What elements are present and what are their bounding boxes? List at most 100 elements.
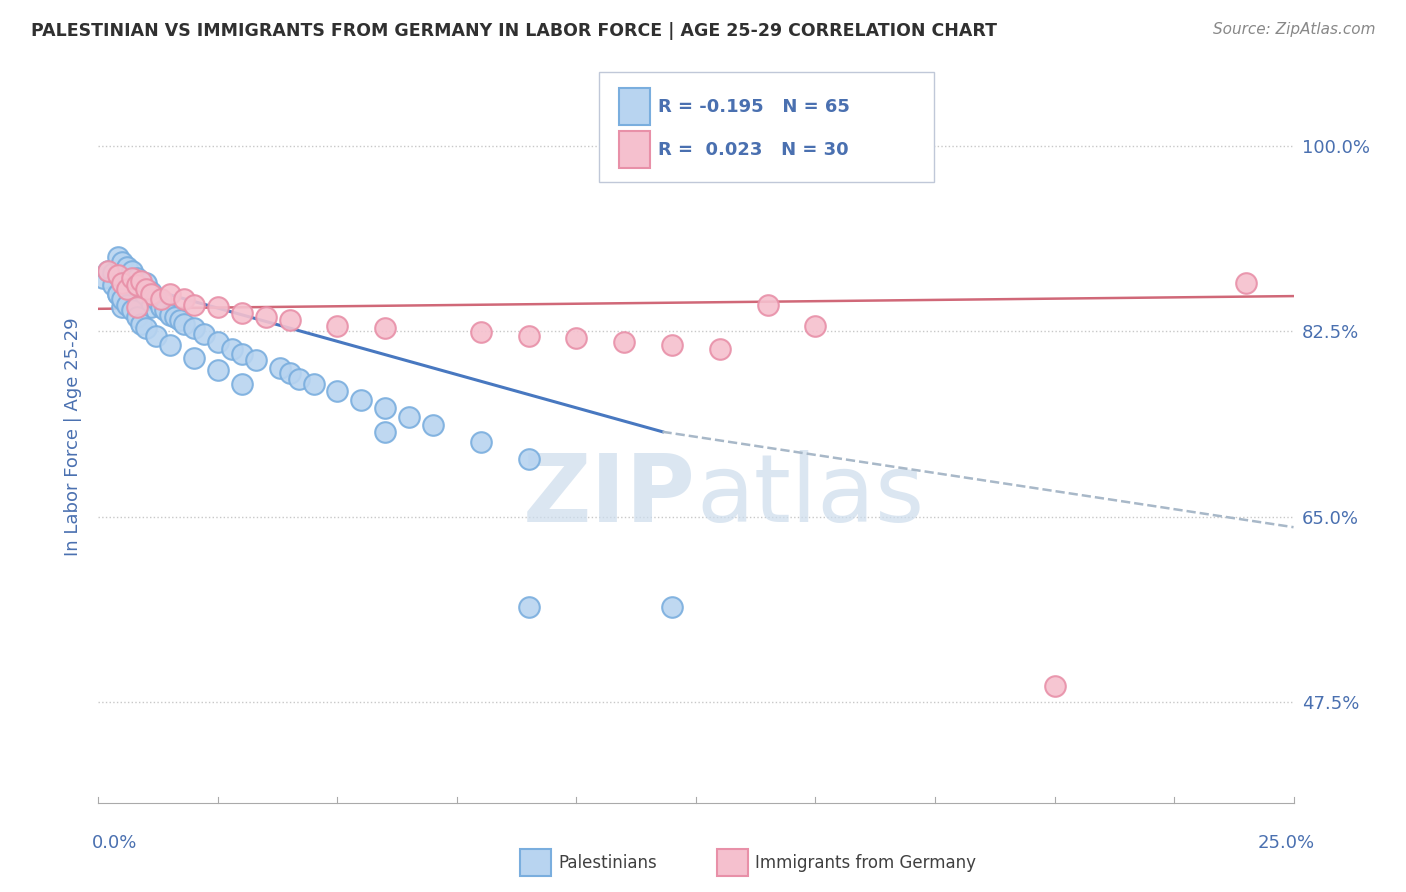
Point [183,351,205,365]
Point [159,338,181,352]
Point [107,268,129,282]
Point [115,282,138,296]
Point [155,302,177,317]
Point [97,263,120,277]
Point [221,342,243,356]
Point [169,313,191,327]
Point [350,392,373,407]
Point [111,293,134,307]
Point [207,363,229,377]
Text: Source: ZipAtlas.com: Source: ZipAtlas.com [1212,22,1375,37]
Point [111,277,134,291]
Point [125,300,148,314]
Point [183,321,205,335]
Point [145,329,167,343]
Point [756,297,779,311]
Point [565,331,588,345]
Text: PALESTINIAN VS IMMIGRANTS FROM GERMANY IN LABOR FORCE | AGE 25-29 CORRELATION CH: PALESTINIAN VS IMMIGRANTS FROM GERMANY I… [31,22,997,40]
Point [135,282,157,296]
Point [269,361,291,376]
Text: ZIP: ZIP [523,450,696,541]
Point [398,409,420,424]
Point [91,271,114,285]
Point [139,287,162,301]
Point [207,300,229,314]
Point [125,278,148,293]
Point [804,318,827,333]
Text: atlas: atlas [696,450,924,541]
Point [107,250,129,264]
Point [183,297,205,311]
Point [139,285,162,299]
Point [101,278,124,293]
Point [135,277,157,291]
Text: R = -0.195   N = 65: R = -0.195 N = 65 [658,97,849,116]
Point [115,297,138,311]
Point [302,377,325,392]
Point [173,317,195,331]
Point [107,287,129,301]
Point [121,278,143,293]
Point [149,300,172,314]
Point [149,293,172,307]
Point [159,287,181,301]
Point [131,278,153,293]
Point [288,372,311,386]
Text: 25.0%: 25.0% [1257,834,1315,852]
Point [125,310,148,325]
Point [661,599,683,614]
Point [145,293,167,307]
Point [111,285,134,299]
Point [121,263,143,277]
Y-axis label: In Labor Force | Age 25-29: In Labor Force | Age 25-29 [63,318,82,557]
Point [131,295,153,310]
Point [517,329,540,343]
Text: R =  0.023   N = 30: R = 0.023 N = 30 [658,141,849,159]
Text: Palestinians: Palestinians [558,854,657,871]
Point [115,277,138,291]
Point [159,308,181,322]
Point [326,318,349,333]
Point [374,321,396,335]
Point [1234,277,1257,291]
Point [111,300,134,314]
Text: 0.0%: 0.0% [91,834,136,852]
Point [139,300,162,314]
Point [173,293,195,307]
Point [517,452,540,467]
Point [135,293,157,307]
Point [125,271,148,285]
Point [374,401,396,416]
Point [517,599,540,614]
Point [121,295,143,310]
Point [97,263,120,277]
Point [101,266,124,280]
Point [278,367,301,381]
Point [131,317,153,331]
Point [661,338,683,352]
Point [125,300,148,314]
Point [470,325,492,339]
Point [193,327,215,342]
Point [111,271,134,285]
Point [245,352,267,367]
Point [326,384,349,399]
Point [107,268,129,282]
Point [231,377,253,392]
Point [613,334,636,349]
Point [231,347,253,361]
Point [374,425,396,439]
Point [709,342,731,356]
Point [135,321,157,335]
Point [107,287,129,301]
Point [111,255,134,269]
Point [422,418,444,433]
Point [163,310,186,325]
Point [1043,679,1066,693]
Point [470,435,492,450]
Point [278,313,301,327]
Point [115,260,138,275]
Point [125,285,148,299]
Point [115,293,138,307]
Point [121,271,143,285]
